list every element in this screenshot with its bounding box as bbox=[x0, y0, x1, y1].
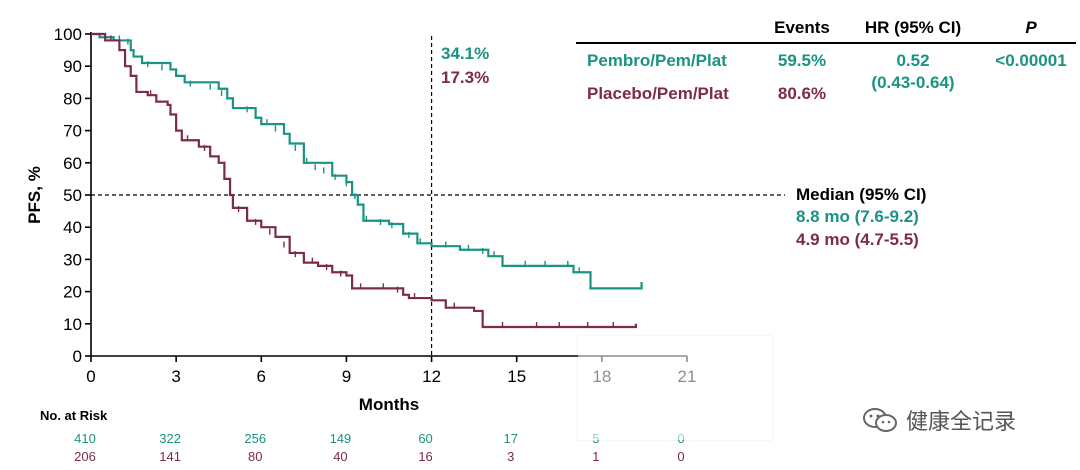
overlay-box bbox=[578, 336, 772, 440]
y-axis-label: PFS, % bbox=[25, 166, 44, 224]
risk-placebo-value: 206 bbox=[74, 449, 96, 464]
p-value: <0.00001 bbox=[995, 51, 1066, 70]
risk-placebo-value: 0 bbox=[677, 449, 684, 464]
y-tick-label: 50 bbox=[63, 186, 82, 205]
risk-placebo-value: 3 bbox=[507, 449, 514, 464]
x-tick-label: 12 bbox=[422, 367, 441, 386]
landmark-placebo-label: 17.3% bbox=[441, 68, 489, 87]
y-tick-label: 60 bbox=[63, 154, 82, 173]
x-tick-label: 3 bbox=[171, 367, 180, 386]
hr-value: 0.52 bbox=[896, 51, 929, 70]
risk-pembro-value: 149 bbox=[330, 431, 352, 446]
risk-table-title: No. at Risk bbox=[40, 408, 108, 423]
risk-pembro-value: 17 bbox=[503, 431, 517, 446]
risk-placebo-value: 141 bbox=[159, 449, 181, 464]
y-tick-label: 30 bbox=[63, 250, 82, 269]
y-tick-label: 40 bbox=[63, 218, 82, 237]
risk-placebo-value: 80 bbox=[248, 449, 262, 464]
x-tick-label: 6 bbox=[257, 367, 266, 386]
km-curve-pembro bbox=[91, 32, 643, 290]
km-curve-placebo bbox=[91, 32, 638, 329]
events-pembro: 59.5% bbox=[778, 51, 826, 70]
landmark-pembro-label: 34.1% bbox=[441, 44, 489, 63]
risk-pembro-value: 322 bbox=[159, 431, 181, 446]
watermark: 健康全记录 bbox=[862, 404, 1016, 436]
y-tick-label: 70 bbox=[63, 122, 82, 141]
legend-placebo: Placebo/Pem/Plat bbox=[587, 84, 729, 103]
median-placebo: 4.9 mo (4.7-5.5) bbox=[796, 230, 919, 249]
table-header-p: P bbox=[1025, 18, 1037, 37]
table-header-events: Events bbox=[774, 18, 830, 37]
events-placebo: 80.6% bbox=[778, 84, 826, 103]
risk-placebo-value: 16 bbox=[418, 449, 432, 464]
y-tick-label: 100 bbox=[54, 25, 82, 44]
risk-pembro-value: 256 bbox=[244, 431, 266, 446]
median-pembro: 8.8 mo (7.6-9.2) bbox=[796, 207, 919, 226]
y-tick-label: 20 bbox=[63, 283, 82, 302]
risk-pembro-value: 60 bbox=[418, 431, 432, 446]
median-title: Median (95% CI) bbox=[796, 185, 926, 204]
axes: 0102030405060708090100036912151821 bbox=[54, 25, 697, 386]
watermark-text: 健康全记录 bbox=[906, 410, 1017, 435]
x-axis-label: Months bbox=[359, 395, 419, 414]
survival-curves bbox=[91, 32, 643, 329]
x-tick-label: 9 bbox=[342, 367, 351, 386]
y-tick-label: 90 bbox=[63, 57, 82, 76]
risk-placebo-value: 1 bbox=[592, 449, 599, 464]
legend-pembro: Pembro/Pem/Plat bbox=[587, 51, 727, 70]
hr-ci: (0.43-0.64) bbox=[871, 73, 954, 92]
wechat-icon bbox=[863, 408, 897, 432]
table-header-hr: HR (95% CI) bbox=[865, 18, 961, 37]
x-tick-label: 0 bbox=[86, 367, 95, 386]
x-tick-label: 15 bbox=[507, 367, 526, 386]
risk-placebo-value: 40 bbox=[333, 449, 347, 464]
y-tick-label: 80 bbox=[63, 89, 82, 108]
risk-pembro-value: 410 bbox=[74, 431, 96, 446]
y-tick-label: 10 bbox=[63, 315, 82, 334]
y-tick-label: 0 bbox=[73, 347, 82, 366]
